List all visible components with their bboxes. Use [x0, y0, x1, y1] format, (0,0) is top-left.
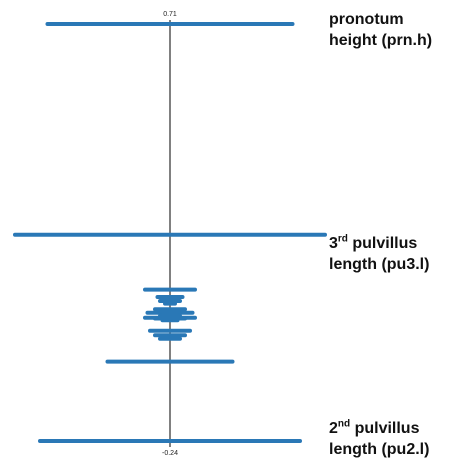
- annotation-line-1: 2nd pulvillus: [329, 418, 429, 439]
- annotation-line-2: height (prn.h): [329, 32, 433, 49]
- top-value-label: 0.71: [163, 11, 177, 18]
- annotation-line-1: 3rd pulvillus: [329, 233, 429, 254]
- bar-series: [13, 22, 327, 443]
- annotation-text: pulvillus: [347, 235, 418, 252]
- annotation-3rd-pulvillus-length: 3rd pulvillus length (pu3.l): [329, 233, 429, 275]
- annotation-text: pulvillus: [350, 420, 420, 437]
- ordinal-suffix: nd: [337, 418, 351, 430]
- ordinal-number: 3: [329, 235, 338, 252]
- annotation-line-1: pronotum: [329, 11, 404, 28]
- annotation-line-2: length (pu2.l): [329, 441, 430, 458]
- ordinal-number: 2: [329, 420, 338, 437]
- annotation-2nd-pulvillus-length: 2nd pulvillus length (pu2.l): [329, 418, 429, 460]
- annotation-pronotum-height: pronotum height (prn.h): [329, 9, 432, 51]
- bottom-value-label: -0.24: [162, 450, 178, 457]
- ordinal-suffix: rd: [337, 233, 348, 245]
- annotation-line-2: length (pu3.l): [329, 256, 430, 273]
